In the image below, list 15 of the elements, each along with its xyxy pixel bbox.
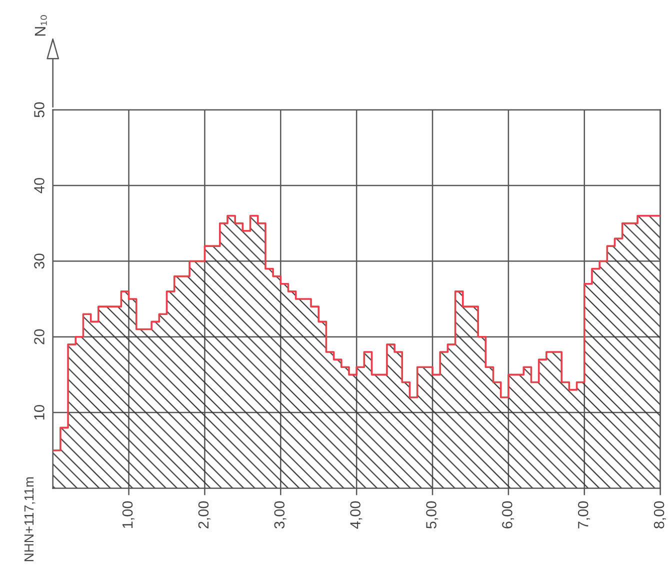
- y-tick-label: 50: [34, 102, 44, 118]
- x-tick-label: 1,00: [122, 501, 134, 528]
- x-tick-label: 3,00: [274, 501, 286, 529]
- y-tick-label: 30: [34, 254, 44, 269]
- x-tick-label: 2,00: [198, 501, 210, 528]
- y-tick-label: 10: [34, 404, 44, 420]
- text: NHN+117,11m: [24, 477, 36, 562]
- x-tick-label: 7,00: [578, 501, 590, 528]
- y-axis-title: N₁₀: [34, 15, 47, 36]
- x-tick-label: 5,00: [426, 501, 438, 528]
- x-tick-label: 4,00: [350, 501, 362, 529]
- y-tick-label: 40: [34, 178, 44, 194]
- x-tick-label: 8,00: [654, 501, 666, 528]
- x-tick-label: 6,00: [502, 501, 514, 528]
- y-tick-label: 20: [34, 329, 44, 344]
